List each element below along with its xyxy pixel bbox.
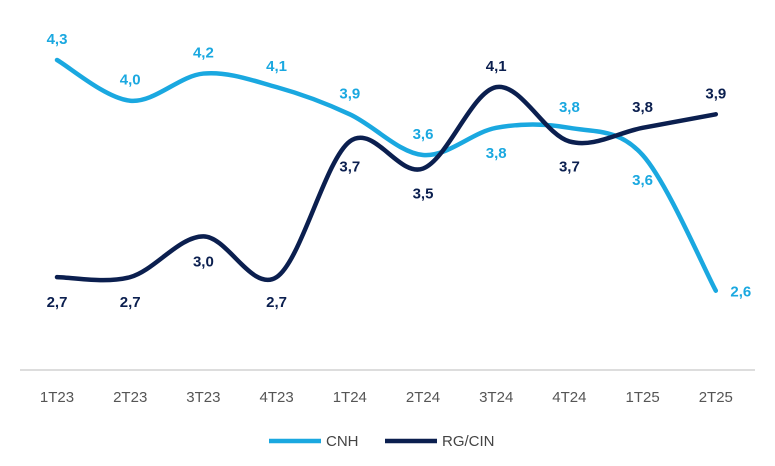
data-label: 4,1 — [486, 58, 507, 75]
data-label-layer: 4,3 4,0 4,2 4,1 3,9 3,6 3,8 3,8 3,6 2,6 2,7 2,7 3,0 2… — [47, 31, 752, 311]
data-label: 2,7 — [266, 294, 287, 311]
x-tick-label: 4T24 — [552, 389, 586, 406]
legend-item: CNH — [269, 433, 359, 450]
data-label: 3,9 — [705, 85, 726, 102]
legend-item: RG/CIN — [385, 433, 495, 450]
data-label: 4,2 — [193, 45, 214, 62]
data-label: 4,0 — [120, 72, 141, 89]
legend-label: CNH — [326, 433, 359, 450]
x-tick-label: 1T24 — [333, 389, 367, 406]
data-label: 4,3 — [47, 31, 68, 48]
data-label: 3,8 — [486, 145, 507, 162]
data-label: 3,7 — [339, 158, 360, 175]
x-tick-label: 1T23 — [40, 389, 74, 406]
data-label: 3,8 — [632, 99, 653, 116]
x-tick-label: 2T23 — [113, 389, 147, 406]
x-tick-label: 1T25 — [625, 389, 659, 406]
x-tick-layer: 1T23 2T23 3T23 4T23 1T24 2T24 3T24 4T24 1T25 2T25 — [40, 389, 733, 406]
legend-label: RG/CIN — [442, 433, 495, 450]
series-layer — [54, 57, 719, 293]
data-label: 3,0 — [193, 253, 214, 270]
data-label: 2,7 — [120, 294, 141, 311]
data-label: 2,7 — [47, 294, 68, 311]
data-label: 3,7 — [559, 158, 580, 175]
legend: CNH RG/CIN — [269, 433, 495, 450]
data-label: 3,9 — [339, 85, 360, 102]
x-tick-label: 4T23 — [259, 389, 293, 406]
x-tick-label: 3T23 — [186, 389, 220, 406]
data-label: 3,5 — [413, 186, 434, 203]
data-label: 2,6 — [730, 284, 751, 301]
data-label: 3,8 — [559, 99, 580, 116]
series-line-cnh — [54, 57, 719, 293]
data-label: 3,6 — [632, 172, 653, 189]
data-label: 4,1 — [266, 58, 287, 75]
data-label: 3,6 — [413, 126, 434, 143]
x-tick-label: 3T24 — [479, 389, 513, 406]
series-line-rg-cin — [54, 84, 719, 283]
x-tick-label: 2T25 — [699, 389, 733, 406]
x-tick-label: 2T24 — [406, 389, 440, 406]
